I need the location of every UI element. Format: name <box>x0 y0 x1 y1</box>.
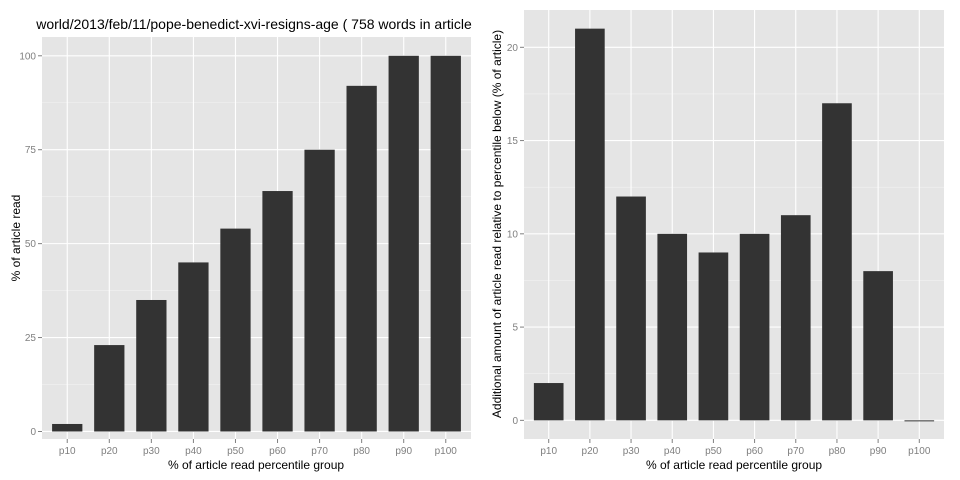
bar-p80 <box>822 103 852 421</box>
y-tick-label: 10 <box>507 229 519 240</box>
x-axis-title: % of article read percentile group <box>646 458 822 472</box>
y-axis: 0 25 50 75 100 <box>19 51 42 438</box>
bar-p30 <box>136 299 167 432</box>
y-axis-title: % of article read <box>9 195 23 282</box>
x-tick-label: p20 <box>101 446 118 457</box>
y-tick-label: 0 <box>30 427 36 438</box>
x-tick-label: p80 <box>829 446 846 457</box>
chart-percent-read: world/2013/feb/11/pope-benedict-xvi-resi… <box>9 16 472 472</box>
bar-p70 <box>304 149 335 432</box>
y-tick-label: 100 <box>19 51 36 62</box>
chart-title: world/2013/feb/11/pope-benedict-xvi-resi… <box>35 16 472 32</box>
y-tick-label: 0 <box>512 416 518 427</box>
y-tick-label: 20 <box>507 43 519 54</box>
bar-p100 <box>904 420 935 422</box>
bar-p20 <box>575 28 605 421</box>
x-tick-label: p40 <box>664 446 681 457</box>
bar-p10 <box>533 383 564 421</box>
bar-p20 <box>94 345 125 432</box>
bar-p100 <box>430 55 461 432</box>
x-axis: p10 p20 p30 p40 p50 p60 p70 p80 p90 p100 <box>540 439 931 457</box>
bars <box>533 28 935 422</box>
bar-p30 <box>616 196 646 421</box>
y-axis: 0 5 10 15 20 <box>507 43 524 427</box>
x-tick-label: p90 <box>870 446 887 457</box>
bars <box>52 55 461 432</box>
x-axis-title: % of article read percentile group <box>168 458 344 472</box>
x-tick-label: p40 <box>185 446 202 457</box>
y-tick-label: 25 <box>25 333 37 344</box>
bar-p60 <box>739 233 770 421</box>
x-tick-label: p50 <box>227 446 244 457</box>
x-tick-label: p70 <box>311 446 328 457</box>
bar-p90 <box>863 271 893 421</box>
bar-p40 <box>657 233 688 421</box>
x-tick-label: p80 <box>353 446 370 457</box>
x-tick-label: p60 <box>269 446 286 457</box>
bar-p80 <box>346 85 377 432</box>
x-tick-label: p70 <box>787 446 804 457</box>
y-tick-label: 75 <box>25 145 37 156</box>
bar-p70 <box>780 215 811 421</box>
x-tick-label: p100 <box>435 446 458 457</box>
chart-additional-read: 0 5 10 15 20 p10 p20 p30 p40 p50 p60 p70 p80 p90 p100… <box>490 10 944 472</box>
y-axis-title: Additional amount of article read relati… <box>490 30 504 418</box>
bar-p90 <box>388 55 419 432</box>
bar-p40 <box>178 262 209 432</box>
x-tick-label: p90 <box>395 446 412 457</box>
y-tick-label: 5 <box>512 323 518 334</box>
x-tick-label: p30 <box>623 446 640 457</box>
y-tick-label: 50 <box>25 239 37 250</box>
y-tick-label: 15 <box>507 136 519 147</box>
x-tick-label: p30 <box>143 446 160 457</box>
x-tick-label: p50 <box>705 446 722 457</box>
bar-p50 <box>698 252 729 421</box>
bar-p60 <box>262 191 293 432</box>
x-axis: p10 p20 p30 p40 p50 p60 p70 p80 p90 p100 <box>59 439 457 457</box>
x-tick-label: p60 <box>746 446 763 457</box>
x-tick-label: p100 <box>908 446 931 457</box>
x-tick-label: p20 <box>582 446 599 457</box>
bar-p10 <box>52 423 83 432</box>
bar-p50 <box>220 228 251 432</box>
x-tick-label: p10 <box>540 446 557 457</box>
x-tick-label: p10 <box>59 446 76 457</box>
